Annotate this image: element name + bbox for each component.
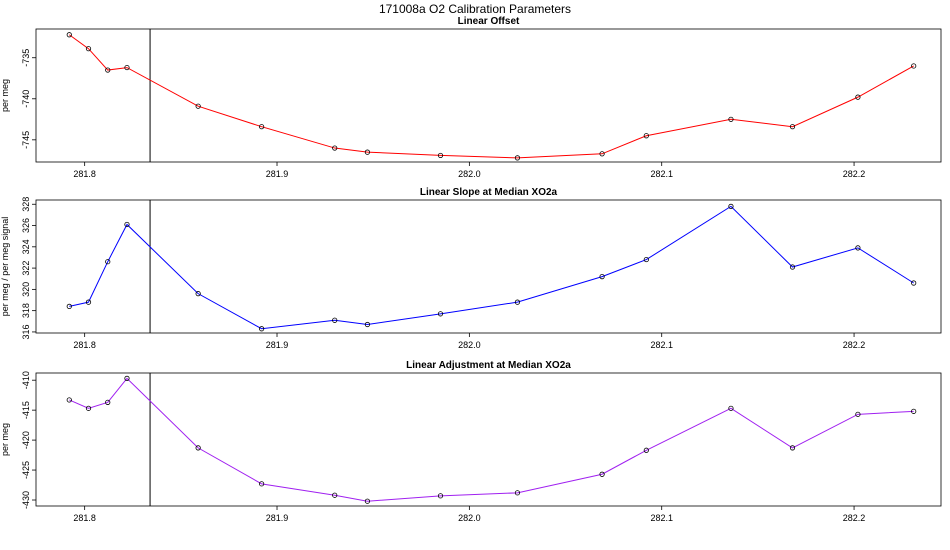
data-point (195, 103, 201, 109)
y-tick-label: -425 (21, 461, 31, 479)
data-point (195, 291, 201, 297)
data-point (105, 67, 111, 73)
y-tick-label: 326 (21, 218, 31, 233)
data-point (85, 299, 92, 305)
y-axis-label: per meg (0, 423, 10, 456)
data-point (85, 405, 92, 411)
y-tick-label: -415 (21, 401, 31, 419)
data-point (124, 221, 130, 228)
data-point (855, 94, 861, 100)
data-line (68, 34, 914, 159)
data-point (332, 317, 338, 323)
data-point (259, 326, 265, 332)
data-point (437, 493, 444, 499)
data-point (105, 259, 111, 265)
data-point (514, 155, 521, 161)
data-line (69, 377, 914, 502)
panel-title: Linear Slope at Median XO2a (420, 187, 558, 198)
data-point (332, 492, 338, 498)
x-tick-label: 282.1 (650, 169, 673, 179)
x-tick-label: 281.8 (73, 169, 96, 179)
panel-title: Linear Offset (458, 16, 520, 27)
data-point (364, 321, 371, 328)
plot-frame (35, 372, 942, 507)
x-tick-label: 282.0 (458, 169, 481, 179)
data-point (728, 405, 734, 411)
plot-frame (35, 28, 942, 163)
x-tick-label: 281.9 (266, 513, 289, 523)
data-point (364, 498, 371, 504)
y-tick-label: -410 (21, 371, 31, 389)
x-tick-label: 282.0 (458, 513, 481, 523)
y-axis-label: per meg / per meg signal (0, 217, 10, 317)
data-point (728, 203, 734, 209)
data-point (911, 280, 917, 286)
data-point (728, 116, 734, 122)
data-line (69, 205, 914, 330)
data-point (124, 375, 130, 381)
data-point (911, 63, 917, 69)
y-tick-label: 328 (21, 197, 31, 212)
y-tick-label: -745 (21, 131, 31, 149)
data-point (437, 152, 444, 159)
data-point (643, 133, 649, 139)
data-point (789, 264, 796, 270)
y-tick-label: -420 (21, 431, 31, 449)
data-point (66, 397, 72, 403)
x-tick-label: 282.0 (458, 340, 481, 350)
data-point (195, 445, 201, 451)
x-tick-label: 282.2 (843, 169, 866, 179)
y-tick-label: -740 (21, 90, 31, 108)
y-axis-label: per meg (0, 79, 10, 112)
data-point (789, 445, 796, 451)
y-tick-label: 316 (21, 324, 31, 339)
x-tick-label: 281.8 (73, 513, 96, 523)
panel-title: Linear Adjustment at Median XO2a (406, 360, 571, 371)
data-point (599, 471, 605, 477)
x-tick-label: 282.1 (650, 513, 673, 523)
data-point (259, 481, 265, 487)
data-point (599, 151, 605, 157)
data-point (643, 447, 649, 453)
data-point (911, 408, 917, 414)
y-tick-label: 318 (21, 303, 31, 318)
plot-frame (35, 199, 942, 334)
data-point (85, 46, 92, 52)
data-point (124, 64, 130, 71)
data-point (599, 274, 605, 280)
x-tick-label: 281.8 (73, 340, 96, 350)
y-tick-label: 322 (21, 261, 31, 276)
data-point (643, 256, 649, 263)
data-point (855, 411, 861, 417)
data-point (332, 145, 338, 151)
x-tick-label: 282.2 (843, 513, 866, 523)
page-title: 171008a O2 Calibration Parameters (379, 2, 571, 16)
data-point (66, 32, 72, 38)
x-tick-label: 281.9 (266, 340, 289, 350)
y-tick-label: 320 (21, 282, 31, 297)
data-point (364, 149, 371, 155)
data-point (105, 399, 111, 405)
data-point (66, 303, 72, 309)
x-tick-label: 282.2 (843, 340, 866, 350)
y-tick-label: -735 (21, 49, 31, 67)
x-tick-label: 281.9 (266, 169, 289, 179)
data-point (259, 124, 265, 130)
data-point (514, 299, 521, 305)
y-tick-label: 324 (21, 239, 31, 254)
data-point (855, 245, 861, 251)
data-point (789, 124, 796, 130)
y-tick-label: -430 (21, 491, 31, 509)
data-point (437, 311, 444, 317)
data-point (514, 490, 521, 496)
x-tick-label: 282.1 (650, 340, 673, 350)
